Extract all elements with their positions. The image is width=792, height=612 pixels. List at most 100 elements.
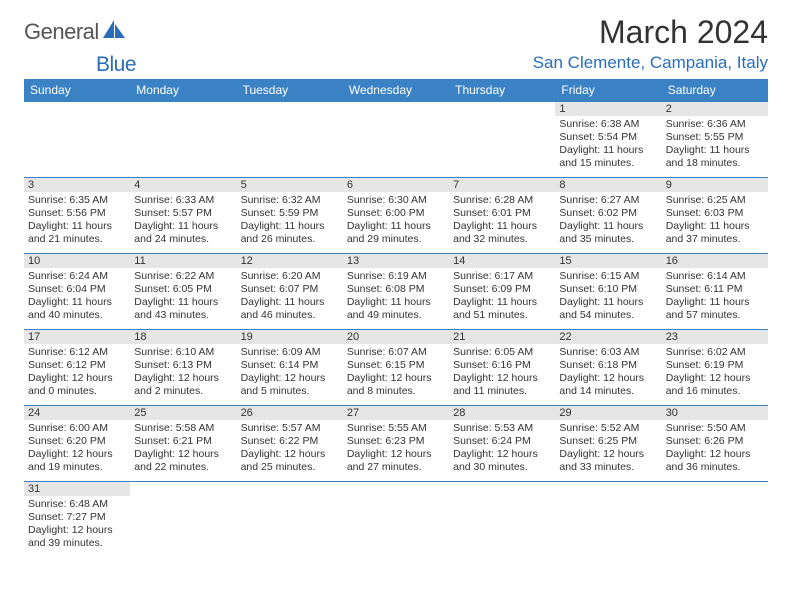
calendar-cell: 30Sunrise: 5:50 AMSunset: 6:26 PMDayligh… [662,406,768,482]
day-data: Sunrise: 6:14 AMSunset: 6:11 PMDaylight:… [662,268,768,327]
calendar-cell: 27Sunrise: 5:55 AMSunset: 6:23 PMDayligh… [343,406,449,482]
sunrise-line: Sunrise: 5:58 AM [134,422,214,434]
day-number: 18 [130,330,236,344]
day-data: Sunrise: 6:48 AMSunset: 7:27 PMDaylight:… [24,496,130,555]
sunrise-line: Sunrise: 6:03 AM [559,346,639,358]
day-number: 16 [662,254,768,268]
calendar-cell: 1Sunrise: 6:38 AMSunset: 5:54 PMDaylight… [555,102,661,178]
daylight-line: Daylight: 11 hours and 46 minutes. [241,296,325,321]
day-data: Sunrise: 5:55 AMSunset: 6:23 PMDaylight:… [343,420,449,479]
day-data: Sunrise: 6:27 AMSunset: 6:02 PMDaylight:… [555,192,661,251]
day-data: Sunrise: 6:38 AMSunset: 5:54 PMDaylight:… [555,116,661,175]
weekday-header: Saturday [662,79,768,102]
sunrise-line: Sunrise: 6:48 AM [28,498,108,510]
sunset-line: Sunset: 6:07 PM [241,283,319,295]
day-number: 3 [24,178,130,192]
daylight-line: Daylight: 12 hours and 36 minutes. [666,448,751,473]
daylight-line: Daylight: 12 hours and 27 minutes. [347,448,432,473]
calendar-cell: 13Sunrise: 6:19 AMSunset: 6:08 PMDayligh… [343,254,449,330]
calendar-cell: 15Sunrise: 6:15 AMSunset: 6:10 PMDayligh… [555,254,661,330]
sunset-line: Sunset: 6:01 PM [453,207,531,219]
day-number: 31 [24,482,130,496]
sunset-line: Sunset: 6:24 PM [453,435,531,447]
calendar-cell: 12 Sunrise: 6:20 AMSunset: 6:07 PMDayligh… [237,254,343,330]
day-number: 19 [237,330,343,344]
calendar-cell: 25Sunrise: 5:58 AMSunset: 6:21 PMDayligh… [130,406,236,482]
calendar-cell: 20Sunrise: 6:07 AMSunset: 6:15 PMDayligh… [343,330,449,406]
sunset-line: Sunset: 6:15 PM [347,359,425,371]
sunrise-line: Sunrise: 5:55 AM [347,422,427,434]
day-number: 29 [555,406,661,420]
day-number: 15 [555,254,661,268]
day-data: Sunrise: 6:28 AMSunset: 6:01 PMDaylight:… [449,192,555,251]
calendar-row: 3Sunrise: 6:35 AMSunset: 5:56 PMDaylight… [24,178,768,254]
daylight-line: Daylight: 12 hours and 14 minutes. [559,372,644,397]
sunrise-line: Sunrise: 6:07 AM [347,346,427,358]
title-block: March 2024 San Clemente, Campania, Italy [533,14,768,73]
calendar-cell [130,102,236,178]
calendar-cell: 10Sunrise: 6:24 AMSunset: 6:04 PMDayligh… [24,254,130,330]
day-data: Sunrise: 6:15 AMSunset: 6:10 PMDaylight:… [555,268,661,327]
daylight-line: Daylight: 12 hours and 33 minutes. [559,448,644,473]
sunrise-line: Sunrise: 6:00 AM [28,422,108,434]
day-data: Sunrise: 5:53 AMSunset: 6:24 PMDaylight:… [449,420,555,479]
sunrise-line: Sunrise: 6:36 AM [666,118,746,130]
daylight-line: Daylight: 11 hours and 32 minutes. [453,220,537,245]
daylight-line: Daylight: 11 hours and 21 minutes. [28,220,112,245]
sunset-line: Sunset: 5:56 PM [28,207,106,219]
sunrise-line: Sunrise: 6:27 AM [559,194,639,206]
day-number: 23 [662,330,768,344]
sunrise-line: Sunrise: 6:09 AM [241,346,321,358]
calendar-body: 1Sunrise: 6:38 AMSunset: 5:54 PMDaylight… [24,102,768,558]
calendar-cell: 18Sunrise: 6:10 AMSunset: 6:13 PMDayligh… [130,330,236,406]
day-number: 26 [237,406,343,420]
weekday-header: Monday [130,79,236,102]
daylight-line: Daylight: 12 hours and 30 minutes. [453,448,538,473]
day-number: 30 [662,406,768,420]
calendar-cell: 6Sunrise: 6:30 AMSunset: 6:00 PMDaylight… [343,178,449,254]
month-title: March 2024 [533,14,768,51]
day-data: Sunrise: 6:32 AMSunset: 5:59 PMDaylight:… [237,192,343,251]
calendar-cell: 31Sunrise: 6:48 AMSunset: 7:27 PMDayligh… [24,482,130,558]
day-number: 8 [555,178,661,192]
day-data: Sunrise: 6:12 AMSunset: 6:12 PMDaylight:… [24,344,130,403]
daylight-line: Daylight: 11 hours and 54 minutes. [559,296,643,321]
daylight-line: Daylight: 11 hours and 24 minutes. [134,220,218,245]
calendar-cell [237,482,343,558]
sunset-line: Sunset: 6:22 PM [241,435,319,447]
day-number: 17 [24,330,130,344]
sunrise-line: Sunrise: 6:28 AM [453,194,533,206]
sunrise-line: Sunrise: 5:52 AM [559,422,639,434]
day-data: Sunrise: 5:50 AMSunset: 6:26 PMDaylight:… [662,420,768,479]
daylight-line: Daylight: 12 hours and 19 minutes. [28,448,113,473]
sunset-line: Sunset: 5:54 PM [559,131,637,143]
sunset-line: Sunset: 6:05 PM [134,283,212,295]
day-data: Sunrise: 6:22 AMSunset: 6:05 PMDaylight:… [130,268,236,327]
sunset-line: Sunset: 6:20 PM [28,435,106,447]
sunrise-line: Sunrise: 6:20 AM [241,270,321,282]
daylight-line: Daylight: 11 hours and 57 minutes. [666,296,750,321]
calendar-row: 31Sunrise: 6:48 AMSunset: 7:27 PMDayligh… [24,482,768,558]
sunrise-line: Sunrise: 6:24 AM [28,270,108,282]
sunset-line: Sunset: 6:25 PM [559,435,637,447]
sunset-line: Sunset: 6:09 PM [453,283,531,295]
sunset-line: Sunset: 5:59 PM [241,207,319,219]
sunset-line: Sunset: 6:10 PM [559,283,637,295]
daylight-line: Daylight: 12 hours and 0 minutes. [28,372,113,397]
sunset-line: Sunset: 6:16 PM [453,359,531,371]
sunrise-line: Sunrise: 6:38 AM [559,118,639,130]
logo: General [24,18,129,45]
sunset-line: Sunset: 6:19 PM [666,359,744,371]
day-number: 14 [449,254,555,268]
calendar-cell: 7Sunrise: 6:28 AMSunset: 6:01 PMDaylight… [449,178,555,254]
sunset-line: Sunset: 6:14 PM [241,359,319,371]
sunset-line: Sunset: 6:21 PM [134,435,212,447]
day-number: 12 [237,254,343,268]
sunset-line: Sunset: 6:13 PM [134,359,212,371]
daylight-line: Daylight: 12 hours and 39 minutes. [28,524,113,549]
day-data: Sunrise: 6:24 AMSunset: 6:04 PMDaylight:… [24,268,130,327]
sunset-line: Sunset: 6:11 PM [666,283,743,295]
day-number: 10 [24,254,130,268]
daylight-line: Daylight: 11 hours and 37 minutes. [666,220,750,245]
day-number: 1 [555,102,661,116]
